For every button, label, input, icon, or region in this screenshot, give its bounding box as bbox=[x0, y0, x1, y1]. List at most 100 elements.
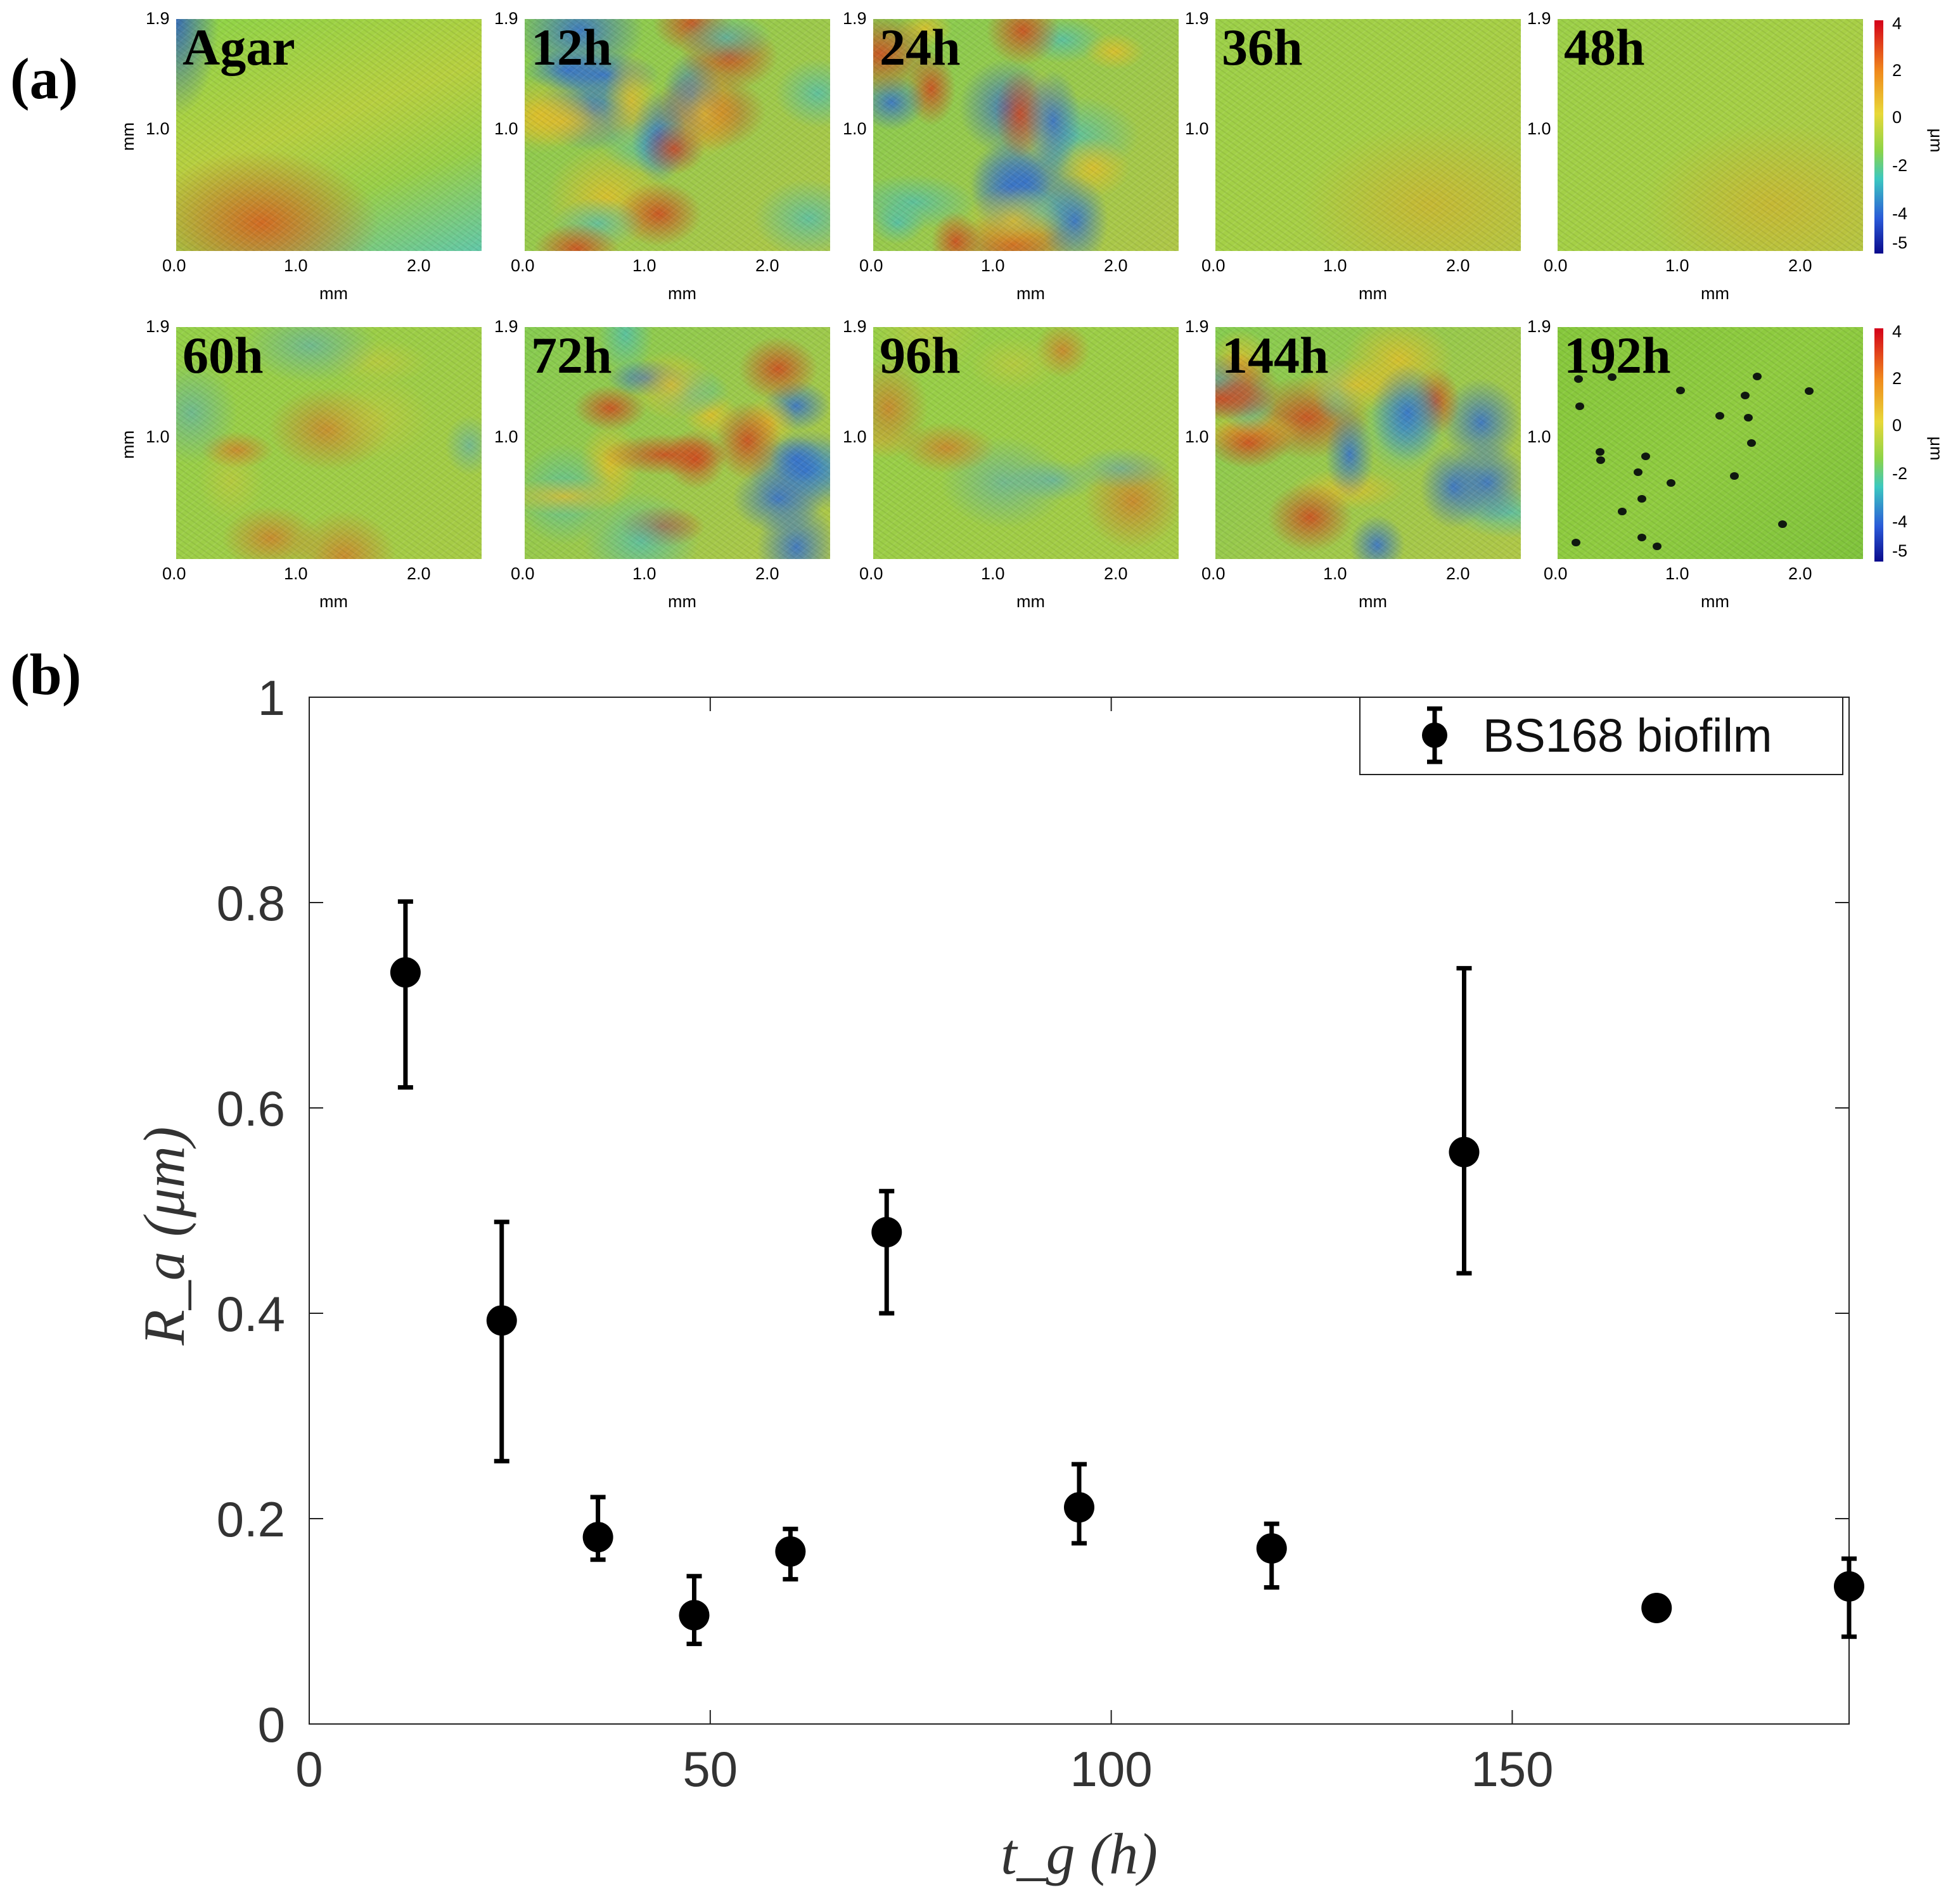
pit-mark bbox=[1753, 373, 1762, 380]
pit-mark bbox=[1730, 472, 1739, 480]
data-point bbox=[390, 957, 421, 988]
pit-mark bbox=[1618, 508, 1627, 515]
map-time-label: 24h bbox=[880, 19, 961, 76]
map-x-unit: mm bbox=[319, 284, 348, 303]
map-y-tick: 1.9 bbox=[1527, 317, 1551, 336]
map-x-tick: 1.0 bbox=[632, 256, 656, 275]
pit-mark bbox=[1637, 534, 1646, 541]
map-y-tick: 1.9 bbox=[146, 317, 170, 336]
map-y-tick: 1.0 bbox=[843, 119, 867, 138]
map-y-tick: 1.0 bbox=[1527, 119, 1551, 138]
map-x-tick: 0.0 bbox=[1544, 564, 1568, 583]
colorbar-tick: -2 bbox=[1892, 464, 1908, 483]
data-point bbox=[1449, 1136, 1480, 1167]
map-x-tick: 1.0 bbox=[284, 564, 308, 583]
x-tick-label: 100 bbox=[1070, 1741, 1153, 1797]
map-x-tick: 1.0 bbox=[981, 564, 1005, 583]
pit-mark bbox=[1575, 402, 1584, 410]
data-point bbox=[1256, 1533, 1287, 1564]
pit-mark bbox=[1715, 412, 1724, 420]
map-x-tick: 1.0 bbox=[1665, 256, 1689, 275]
map-y-tick: 1.9 bbox=[494, 9, 518, 28]
map-x-unit: mm bbox=[668, 284, 696, 303]
map-time-label: 192h bbox=[1564, 327, 1671, 384]
pit-mark bbox=[1653, 543, 1662, 550]
map-y-tick: 1.9 bbox=[1185, 9, 1209, 28]
map-x-unit: mm bbox=[1016, 592, 1045, 611]
pit-mark bbox=[1747, 439, 1756, 447]
map-x-tick: 1.0 bbox=[284, 256, 308, 275]
map-x-tick: 2.0 bbox=[1446, 256, 1470, 275]
colorbar-tick: -4 bbox=[1892, 204, 1908, 223]
data-point bbox=[679, 1600, 710, 1631]
map-x-tick: 0.0 bbox=[162, 256, 186, 275]
map-x-tick: 2.0 bbox=[1104, 564, 1128, 583]
map-x-tick: 0.0 bbox=[162, 564, 186, 583]
pit-mark bbox=[1596, 448, 1604, 456]
map-y-tick: 1.0 bbox=[494, 119, 518, 138]
map-y-tick: 1.0 bbox=[146, 119, 170, 138]
map-x-tick: 0.0 bbox=[511, 564, 535, 583]
map-y-tick: 1.0 bbox=[843, 427, 867, 446]
colorbar-tick: -5 bbox=[1892, 541, 1908, 560]
colorbar-tick: 4 bbox=[1892, 322, 1902, 341]
x-tick-label: 50 bbox=[682, 1741, 738, 1797]
y-tick-label: 0.8 bbox=[217, 875, 285, 931]
colorbar-tick: -2 bbox=[1892, 156, 1908, 175]
surface-map-12h: 12h bbox=[525, 19, 830, 251]
map-x-tick: 0.0 bbox=[511, 256, 535, 275]
map-time-label: 36h bbox=[1222, 19, 1303, 76]
data-point bbox=[775, 1536, 806, 1567]
map-x-tick: 1.0 bbox=[1323, 256, 1347, 275]
map-x-unit: mm bbox=[668, 592, 696, 611]
colorbar-tick: 0 bbox=[1892, 416, 1902, 435]
y-tick-label: 0 bbox=[258, 1697, 285, 1753]
pit-mark bbox=[1676, 387, 1685, 394]
map-y-tick: 1.9 bbox=[146, 9, 170, 28]
pit-mark bbox=[1634, 468, 1642, 476]
colorbar-tick: 0 bbox=[1892, 108, 1902, 127]
map-x-unit: mm bbox=[1701, 592, 1729, 611]
pit-mark bbox=[1741, 392, 1750, 399]
map-x-tick: 0.0 bbox=[1201, 564, 1226, 583]
colorbar-tick: 2 bbox=[1892, 369, 1902, 388]
panel-label-a: (a) bbox=[10, 46, 79, 111]
surface-map-144h: 144h bbox=[1215, 327, 1521, 559]
map-time-label: 72h bbox=[531, 327, 612, 384]
x-tick-label: 0 bbox=[295, 1741, 323, 1797]
pit-mark bbox=[1596, 456, 1605, 464]
map-time-label: 144h bbox=[1222, 327, 1329, 384]
surface-map-96h: 96h bbox=[873, 327, 1179, 559]
map-y-tick: 1.9 bbox=[843, 317, 867, 336]
map-x-tick: 0.0 bbox=[859, 564, 883, 583]
colorbar-tick: 4 bbox=[1892, 14, 1902, 33]
pit-mark bbox=[1667, 479, 1675, 487]
panel-label-b: (b) bbox=[10, 642, 82, 707]
pit-mark bbox=[1641, 453, 1650, 460]
y-tick-label: 1 bbox=[258, 670, 285, 726]
plot-frame bbox=[309, 697, 1850, 1725]
data-point bbox=[1064, 1492, 1094, 1523]
data-point bbox=[871, 1217, 902, 1248]
legend-marker bbox=[1422, 723, 1447, 748]
surface-map-48h: 48h bbox=[1558, 19, 1863, 251]
map-x-tick: 1.0 bbox=[981, 256, 1005, 275]
surface-map-192h: 192h bbox=[1558, 327, 1863, 559]
map-x-unit: mm bbox=[1701, 284, 1729, 303]
map-x-unit: mm bbox=[319, 592, 348, 611]
data-point bbox=[1641, 1592, 1672, 1623]
surface-map-36h: 36h bbox=[1215, 19, 1521, 251]
map-x-tick: 2.0 bbox=[407, 564, 431, 583]
y-tick-label: 0.4 bbox=[217, 1286, 285, 1342]
x-axis-label: t_g (h) bbox=[1001, 1822, 1158, 1886]
surface-map-72h: 72h bbox=[525, 327, 830, 559]
pit-mark bbox=[1805, 387, 1814, 395]
pit-mark bbox=[1637, 495, 1646, 503]
map-x-tick: 1.0 bbox=[1665, 564, 1689, 583]
pit-mark bbox=[1572, 539, 1580, 546]
pit-mark bbox=[1744, 414, 1753, 421]
map-y-tick: 1.9 bbox=[494, 317, 518, 336]
pit-mark bbox=[1608, 373, 1617, 381]
x-tick-label: 150 bbox=[1471, 1741, 1553, 1797]
data-point bbox=[486, 1305, 517, 1336]
